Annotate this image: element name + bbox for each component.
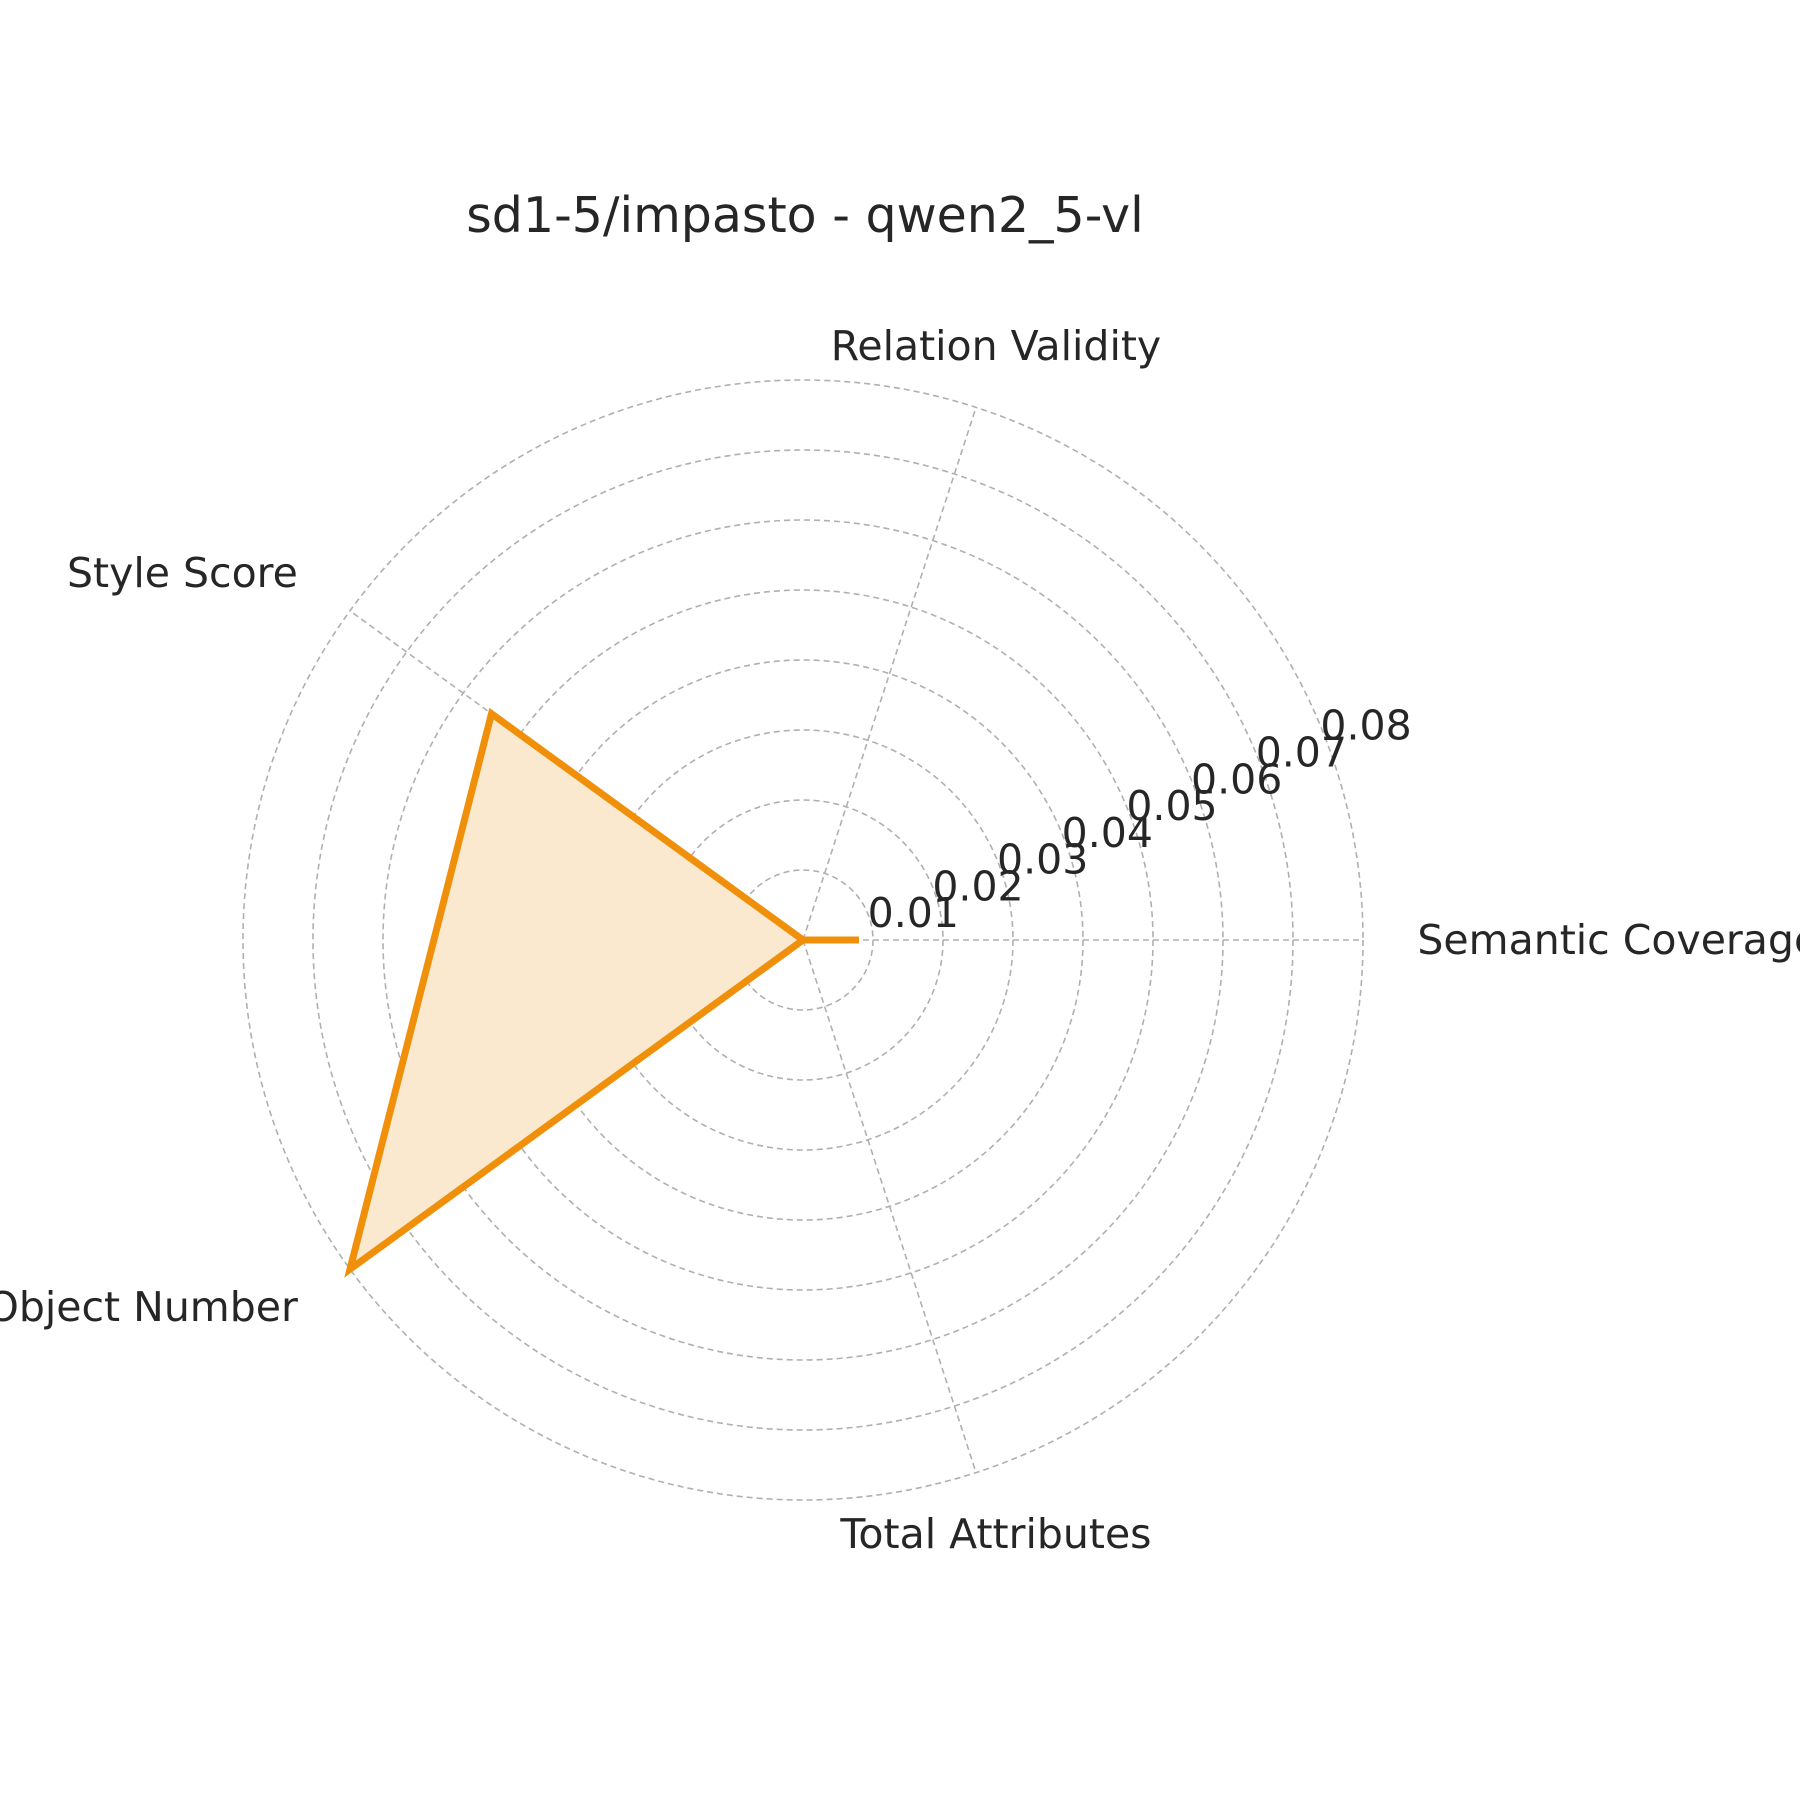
tick-label-8: 0.08 [1320, 702, 1411, 750]
axis-labels: Semantic Coverage Relation Validity Style … [0, 322, 1800, 1558]
grid-ring-8 [242, 379, 1364, 1501]
series [344, 707, 859, 1278]
tick-label-2: 0.02 [932, 862, 1023, 910]
axis-label-5: Total Attributes [839, 1510, 1151, 1558]
series-1-line [344, 707, 859, 1278]
tick-label-6: 0.06 [1191, 755, 1282, 803]
axis-label-2: Relation Validity [831, 322, 1161, 370]
axis-label-1: Semantic Coverage [1417, 916, 1800, 964]
spoke-5 [802, 939, 977, 1473]
radial-tick-labels: 0.010.020.030.040.050.060.070.08 [868, 702, 1412, 938]
tick-label-1: 0.01 [868, 889, 959, 937]
tick-label-4: 0.04 [1062, 809, 1153, 857]
spoke-2 [802, 407, 977, 941]
tick-label-3: 0.03 [997, 836, 1088, 884]
tick-label-7: 0.07 [1256, 728, 1347, 776]
series-1-area [350, 713, 859, 1270]
axis-label-4: Object Number [0, 1283, 298, 1331]
chart-title: sd1-5/impasto - qwen2_5-vl [466, 187, 1143, 244]
tick-label-5: 0.05 [1126, 782, 1217, 830]
axis-label-3: Style Score [67, 549, 298, 597]
